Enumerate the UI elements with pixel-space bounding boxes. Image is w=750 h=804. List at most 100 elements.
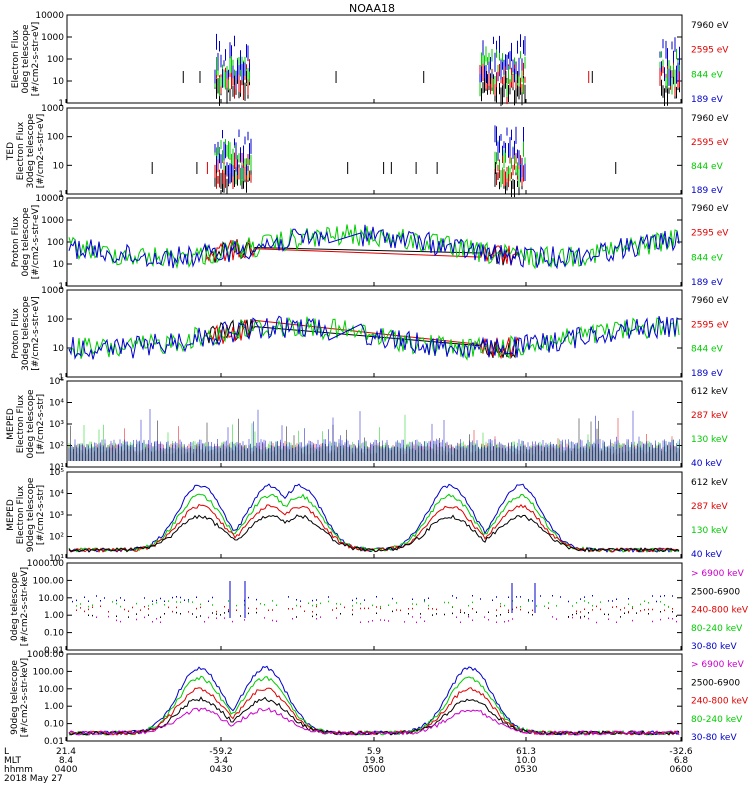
y-tick-label: 10 bbox=[53, 260, 65, 270]
x-tick-label: 0400 bbox=[55, 765, 78, 775]
y-tick-label: 10² bbox=[49, 442, 64, 452]
series-mark bbox=[68, 409, 680, 461]
y-tick-label: 1000 bbox=[41, 286, 64, 296]
x-tick-label: -32.6 bbox=[669, 747, 693, 757]
y-axis-label-line: [#/cm2-s-str-eV] bbox=[31, 296, 41, 371]
legend-entry: 130 keV bbox=[691, 435, 728, 445]
y-tick-label: 10⁵ bbox=[49, 468, 64, 478]
y-axis-label-line: 90deg telescope bbox=[10, 660, 20, 735]
y-tick-label: 100 bbox=[47, 238, 64, 248]
x-tick-label: 0530 bbox=[515, 765, 538, 775]
y-tick-label: 1 bbox=[58, 282, 64, 292]
y-axis-label-line: 0deg telescope bbox=[26, 389, 36, 459]
y-axis-label-line: [#/cm2-s-str] bbox=[36, 394, 46, 454]
y-tick-label: 100.00 bbox=[33, 576, 65, 586]
x-tick-label: 10.0 bbox=[516, 756, 536, 766]
y-tick-label: 0.01 bbox=[44, 646, 64, 656]
series-mark bbox=[96, 615, 677, 624]
y-axis-label-line: 0deg telescope bbox=[10, 572, 20, 642]
series-group bbox=[182, 33, 680, 107]
legend-entry: > 6900 keV bbox=[691, 569, 745, 579]
series-group bbox=[151, 125, 617, 198]
series-line bbox=[205, 318, 520, 360]
y-tick-label: 1000 bbox=[41, 216, 64, 226]
y-tick-label: 100.00 bbox=[33, 667, 65, 677]
legend-entry: 612 keV bbox=[691, 478, 728, 488]
legend-entry: 287 keV bbox=[691, 411, 728, 421]
series-line bbox=[68, 665, 680, 736]
series-line bbox=[68, 514, 680, 553]
y-tick-label: 10 bbox=[53, 77, 65, 87]
series-line bbox=[68, 483, 680, 553]
series-line bbox=[68, 316, 680, 361]
x-tick-label: 19.8 bbox=[364, 756, 384, 766]
y-axis-label: Proton Flux0deg telescope[#/cm2-s-str-eV… bbox=[11, 205, 41, 280]
y-tick-label: 10⁴ bbox=[49, 490, 64, 500]
y-tick-label: 1 bbox=[58, 373, 64, 383]
legend-entry: 30-80 keV bbox=[691, 642, 737, 652]
y-axis-label-line: [#/cm2-s-str-eV] bbox=[36, 114, 46, 189]
x-tick-label: 3.4 bbox=[214, 756, 229, 766]
y-tick-label: 100 bbox=[47, 133, 64, 143]
legend-entry: 80-240 keV bbox=[691, 715, 743, 725]
x-row-label: L bbox=[4, 747, 9, 757]
series-line bbox=[68, 687, 680, 736]
legend-entry: 189 eV bbox=[691, 95, 724, 105]
y-tick-label: 10 bbox=[53, 344, 65, 354]
series-line bbox=[68, 503, 680, 553]
y-axis-label-line: Proton Flux bbox=[11, 216, 21, 267]
legend-entry: 189 eV bbox=[691, 278, 724, 288]
y-axis-label-line: 90deg telescope bbox=[26, 477, 36, 552]
y-tick-label: 0.10 bbox=[44, 720, 64, 730]
y-axis-label: TEDElectron Flux30deg telescope[#/cm2-s-… bbox=[6, 113, 46, 188]
series-mark bbox=[659, 37, 680, 86]
legend-entry: 844 eV bbox=[691, 70, 724, 80]
panel-frame bbox=[66, 197, 683, 287]
legend-entry: 7960 eV bbox=[691, 204, 729, 214]
legend-entry: 189 eV bbox=[691, 186, 724, 196]
legend-entry: 80-240 keV bbox=[691, 624, 743, 634]
x-tick-label: 6.8 bbox=[674, 756, 689, 766]
series-line bbox=[68, 707, 680, 736]
y-tick-label: 1.00 bbox=[44, 702, 64, 712]
series-mark bbox=[72, 594, 673, 603]
series-group bbox=[68, 483, 680, 553]
y-axis-label-line: Electron Flux bbox=[16, 394, 26, 453]
series-mark bbox=[214, 129, 252, 184]
series-mark bbox=[76, 605, 673, 613]
x-tick-label: 8.4 bbox=[59, 756, 74, 766]
series-group bbox=[68, 409, 680, 461]
y-axis-label-line: Electron Flux bbox=[16, 485, 26, 544]
y-axis-label: Electron Flux0deg telescope[#/cm2-s-str-… bbox=[11, 22, 41, 97]
series-line bbox=[68, 224, 680, 270]
series-group bbox=[72, 581, 677, 624]
y-axis-label-line: MEPED bbox=[6, 499, 16, 531]
y-axis-label-line: [#/cm2-s-str-keV] bbox=[20, 567, 30, 646]
panel-frame bbox=[66, 107, 683, 195]
series-line bbox=[229, 581, 246, 618]
x-row-label: MLT bbox=[4, 756, 22, 766]
panel-frame bbox=[66, 471, 683, 559]
legend-entry: 7960 eV bbox=[691, 114, 729, 124]
legend-entry: 2500-6900 bbox=[691, 678, 740, 688]
series-line bbox=[68, 315, 680, 360]
legend-entry: 7960 eV bbox=[691, 296, 729, 306]
legend-entry: 2595 eV bbox=[691, 46, 729, 56]
y-axis-label-line: 30deg telescope bbox=[26, 113, 36, 188]
y-tick-label: 10³ bbox=[49, 420, 64, 430]
y-tick-label: 100 bbox=[47, 315, 64, 325]
legend-entry: 287 keV bbox=[691, 502, 728, 512]
series-group bbox=[68, 315, 680, 361]
y-tick-label: 1 bbox=[58, 99, 64, 109]
legend-entry: 30-80 keV bbox=[691, 733, 737, 743]
legend-entry: 189 eV bbox=[691, 369, 724, 379]
legend-entry: 240-800 keV bbox=[691, 606, 749, 616]
y-tick-label: 1 bbox=[58, 190, 64, 200]
